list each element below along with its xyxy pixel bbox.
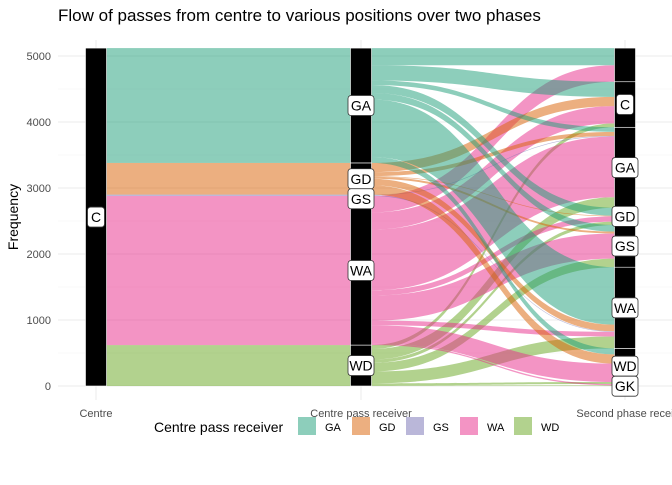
stratum-label: C (620, 97, 630, 113)
legend-title: Centre pass receiver (154, 419, 284, 435)
flow-wd-to-gk (371, 385, 615, 386)
stratum-label: GK (615, 378, 636, 394)
stratum-label-box (611, 205, 639, 227)
flow-ga-to-none (371, 48, 615, 66)
flow-wa-to-gk (371, 343, 615, 386)
flow-centre-gs (106, 194, 351, 196)
stratum-label: GA (351, 98, 372, 114)
stratum-label-box (611, 297, 639, 319)
stratum-label: WA (350, 263, 373, 279)
flow-centre-wa (106, 195, 351, 346)
legend-label: GD (379, 422, 396, 434)
stratum-label: GA (615, 160, 636, 176)
chart-title: Flow of passes from centre to various po… (58, 6, 541, 25)
flow-ga-to-ga (371, 80, 615, 132)
x-axis-label: Centre pass receiver (310, 408, 412, 420)
strata: C GA GD GS WA WD C GA GD GS WA WD GK (85, 47, 639, 397)
flow-wd-to-wd (371, 382, 615, 386)
y-tick-label: 0 (45, 381, 51, 393)
flow-centre-gd (106, 162, 351, 195)
stratum-label: WA (614, 300, 637, 316)
flow-wa-to-c (371, 106, 615, 230)
stratum-label: GS (615, 238, 635, 254)
x-axis-label: Second phase recei (576, 408, 672, 420)
y-axis-label: Frequency (5, 184, 21, 250)
flow-ga-to-gs (371, 92, 615, 232)
flow-centre-ga (106, 48, 351, 163)
y-tick-label: 4000 (27, 117, 51, 129)
legend-swatch (352, 417, 370, 435)
stratum-label: GS (351, 191, 371, 207)
stratum-label-box (347, 188, 375, 210)
flow-wa-to-wd (371, 325, 615, 383)
legend-label: GS (433, 422, 449, 434)
flow-wd-to-gs (371, 258, 615, 372)
legend-swatch (298, 417, 316, 435)
legend-swatch (514, 417, 532, 435)
alluvium-flows (371, 48, 615, 386)
x-axis-label: Centre (79, 408, 112, 420)
stratum-label: GD (615, 208, 636, 224)
legend: Centre pass receiver GA GD GS WA WD (154, 417, 559, 435)
flow-gs-to-wa (371, 195, 615, 332)
flow-ga-to-c (371, 65, 615, 97)
stratum-label: WD (613, 358, 636, 374)
stratum-bar (614, 47, 636, 83)
stratum-label-box (616, 94, 634, 115)
centre-fills (106, 48, 351, 386)
flow-gd-to-c (371, 96, 615, 173)
stratum-label-box (347, 95, 375, 116)
legend-label: WA (487, 422, 505, 434)
flow-ga-to-gd (371, 85, 615, 216)
stratum-label: GD (351, 171, 372, 187)
flow-wd-to-gd (371, 221, 615, 363)
y-tick-label: 2000 (27, 249, 51, 261)
stratum-label-box (87, 206, 105, 228)
stratum-label-box (347, 355, 375, 376)
y-axis: 0 1000 2000 3000 4000 5000 (27, 51, 51, 393)
stratum-label-box (611, 375, 639, 397)
y-tick-label: 3000 (27, 183, 51, 195)
stratum-label-box (611, 157, 639, 178)
x-axis: Centre Centre pass receiver Second phase r… (79, 408, 672, 420)
stratum-label-box (611, 235, 639, 257)
legend-swatch (406, 417, 424, 435)
stratum-label: C (91, 209, 101, 225)
flow-ga-to-wd (371, 156, 615, 355)
y-tick-label: 5000 (27, 51, 51, 63)
flow-gd-to-wd (371, 185, 615, 364)
flow-centre-wd (106, 345, 351, 386)
legend-label: GA (325, 422, 342, 434)
y-tick-label: 1000 (27, 315, 51, 327)
flow-ga-to-wa (371, 99, 615, 325)
stratum-label: WD (349, 358, 372, 374)
legend-label: WD (541, 422, 559, 434)
legend-swatch (460, 417, 478, 435)
stratum-label-box (347, 260, 375, 281)
